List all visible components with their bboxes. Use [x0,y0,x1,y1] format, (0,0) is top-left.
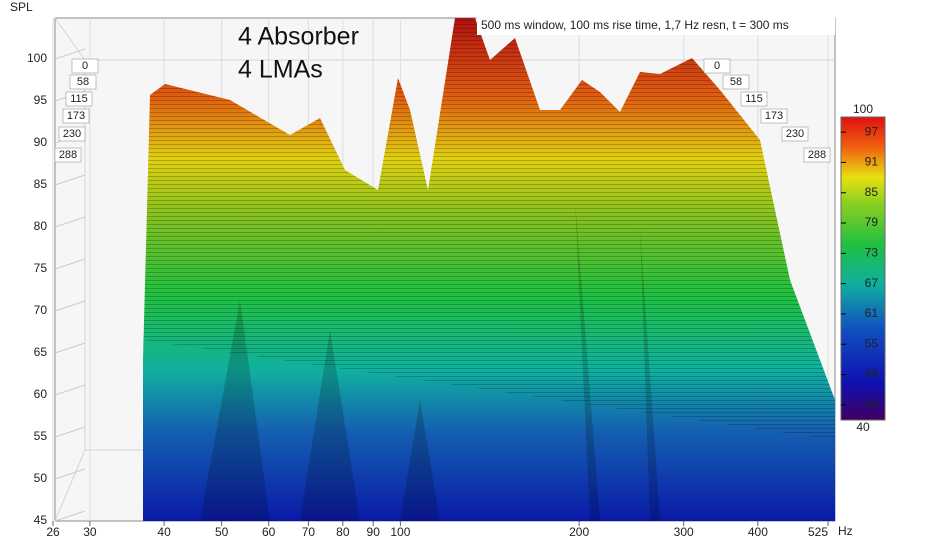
time-tick-box [803,147,831,163]
colorbar-tick-label: 97 [865,124,879,138]
time-tick-label: 115 [70,93,88,105]
annotation: 4 LMAs [238,56,323,84]
y-tick-label: 100 [27,51,47,65]
waterfall-surface [143,18,835,521]
x-tick-label: 200 [569,525,589,539]
time-tick-label: 58 [730,76,742,88]
x-tick-label: 50 [215,525,229,539]
time-tick-label: 230 [63,128,81,140]
colorbar-tick-label: 85 [865,185,879,199]
x-tick-label: 40 [157,525,171,539]
time-tick-box [781,126,809,142]
time-tick-box [760,108,788,124]
time-tick-box [69,74,97,90]
time-tick-label: 115 [745,93,763,105]
x-tick-label: 26 [46,525,60,539]
grid-line [54,468,86,480]
time-tick-box [722,74,750,90]
grid-line [54,510,86,522]
colorbar-tick-label: 67 [865,276,879,290]
x-tick-label: 80 [336,525,350,539]
x-tick-label: 100 [390,525,410,539]
grid-line [54,384,86,396]
time-tick-label: 0 [82,60,88,72]
time-tick-label: 0 [714,60,720,72]
y-tick-label: 55 [34,429,48,443]
grid-line [54,300,86,312]
y-tick-label: 50 [34,471,48,485]
y-tick-label: 45 [34,513,48,527]
info-text: 500 ms window, 100 ms rise time, 1,7 Hz … [481,18,789,32]
colorbar-tick-label: 43 [865,397,879,411]
grid-line [54,48,86,60]
y-tick-label: 85 [34,177,48,191]
time-tick-box [58,126,86,142]
x-tick-label: 70 [302,525,316,539]
time-tick-box [54,147,82,163]
colorbar-tick-label: 61 [865,306,879,320]
grid-line [54,216,86,228]
time-tick-box [65,91,93,107]
grid-line [54,174,86,186]
grid-line [54,426,86,438]
time-tick-box [740,91,768,107]
colorbar [840,116,886,421]
time-tick-box [62,108,90,124]
colorbar-min: 40 [856,420,870,434]
y-tick-label: 90 [34,135,48,149]
grid-line [54,342,86,354]
time-tick-label: 288 [808,149,826,161]
x-unit: Hz [838,524,853,538]
x-tick-label: 300 [674,525,694,539]
x-tick-label: 30 [83,525,97,539]
annotation: 4 Absorber [238,23,359,51]
info-box [477,17,835,35]
y-tick-label: 65 [34,345,48,359]
colorbar-tick-label: 91 [865,155,879,169]
x-tick-label: 525 [808,525,828,539]
time-tick-box [71,58,99,74]
time-tick-box [703,58,731,74]
grid-line [54,258,86,270]
time-tick-label: 173 [765,110,783,122]
y-tick-label: 95 [34,93,48,107]
y-axis-label: SPL [10,0,33,14]
colorbar-tick-label: 79 [865,215,879,229]
x-tick-label: 60 [262,525,276,539]
time-tick-label: 58 [77,76,89,88]
x-tick-label: 90 [367,525,381,539]
y-tick-label: 70 [34,303,48,317]
y-tick-label: 75 [34,261,48,275]
colorbar-tick-label: 55 [865,336,879,350]
time-tick-label: 288 [59,149,77,161]
y-tick-label: 60 [34,387,48,401]
x-tick-label: 400 [748,525,768,539]
y-tick-label: 80 [34,219,48,233]
colorbar-tick-label: 49 [865,367,879,381]
colorbar-max: 100 [853,102,873,116]
time-tick-label: 173 [67,110,85,122]
colorbar-tick-label: 73 [865,246,879,260]
time-tick-label: 230 [786,128,804,140]
